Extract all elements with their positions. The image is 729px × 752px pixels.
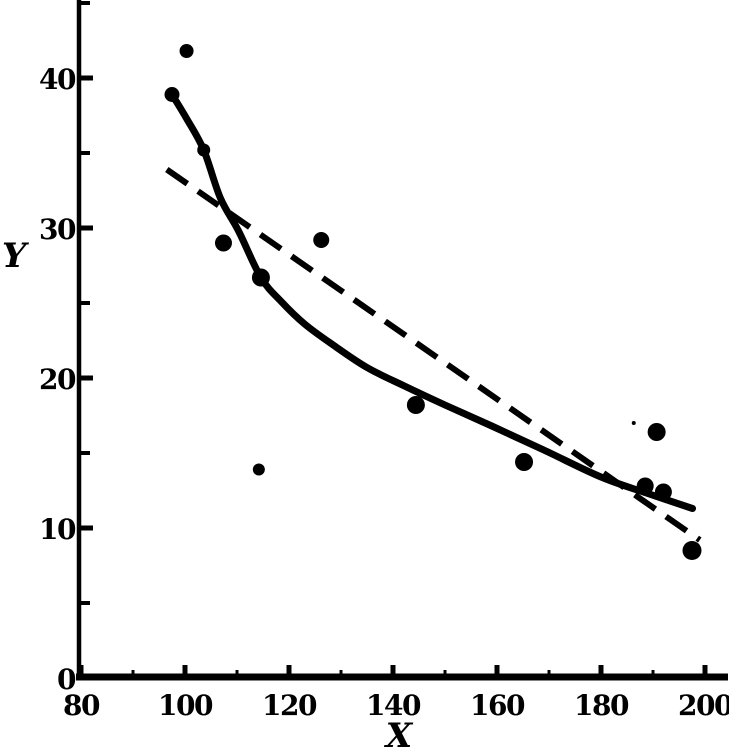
y-tick-label: 30 bbox=[39, 213, 76, 246]
x-tick-label: 120 bbox=[262, 689, 317, 722]
scan-speck bbox=[631, 421, 636, 425]
data-point bbox=[654, 483, 672, 501]
x-tick-label: 160 bbox=[470, 689, 525, 722]
data-point bbox=[647, 423, 666, 441]
data-point bbox=[252, 463, 265, 476]
points-group bbox=[164, 44, 702, 560]
data-point bbox=[682, 541, 702, 560]
x-tick-label: 140 bbox=[366, 689, 421, 722]
x-tick-label: 200 bbox=[678, 689, 729, 722]
data-point bbox=[313, 232, 330, 248]
curvilinear-fit-curve bbox=[168, 91, 697, 512]
data-point bbox=[164, 87, 180, 102]
scan-speck bbox=[396, 382, 400, 386]
y-tick-label: 0 bbox=[57, 663, 76, 696]
series-group bbox=[165, 91, 702, 543]
y-tick-label: 40 bbox=[39, 63, 76, 96]
data-point bbox=[179, 44, 194, 58]
y-tick-label: 20 bbox=[39, 363, 76, 396]
y-tick-label: 10 bbox=[39, 513, 76, 546]
axes-group: 0 10 20 30 40 80 100 120 140 160 180 200 bbox=[39, 0, 729, 722]
data-point bbox=[251, 268, 270, 287]
linear-fit-dashed-line bbox=[165, 167, 702, 543]
data-point bbox=[197, 143, 211, 157]
x-tick-label: 80 bbox=[63, 689, 100, 722]
x-tick-label: 180 bbox=[574, 689, 629, 722]
data-point bbox=[515, 453, 534, 471]
data-point bbox=[636, 477, 654, 495]
y-axis-title: Y bbox=[2, 236, 29, 276]
data-point bbox=[214, 234, 232, 252]
x-tick-label: 100 bbox=[158, 689, 213, 722]
x-axis-title: X bbox=[384, 716, 414, 752]
data-point bbox=[406, 396, 425, 414]
